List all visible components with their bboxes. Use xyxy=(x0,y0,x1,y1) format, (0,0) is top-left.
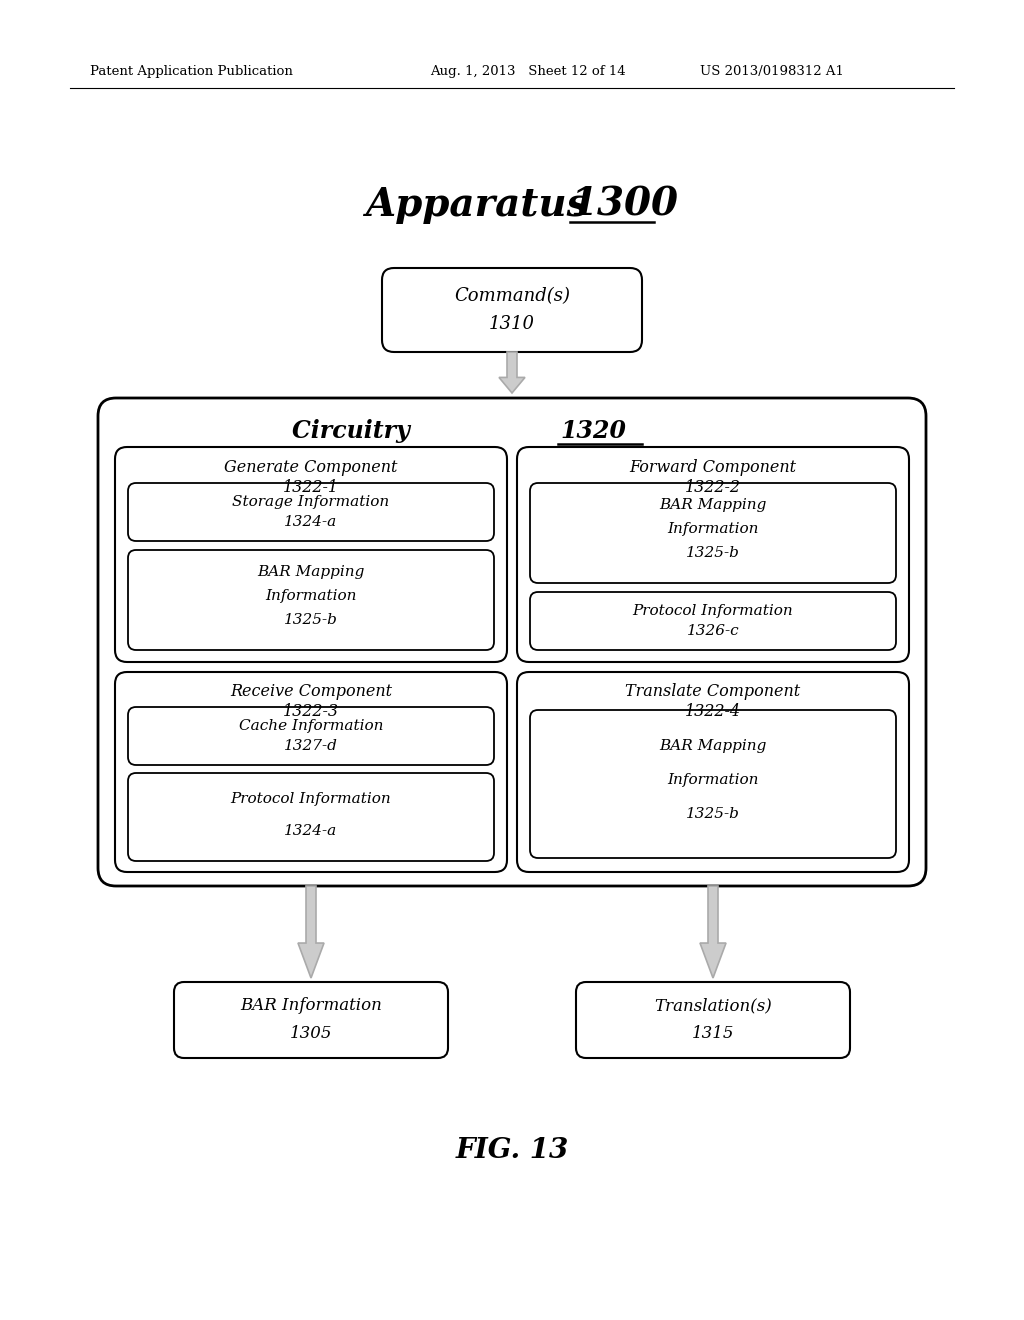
FancyBboxPatch shape xyxy=(128,774,494,861)
Text: Generate Component: Generate Component xyxy=(224,458,397,475)
FancyBboxPatch shape xyxy=(517,672,909,873)
FancyBboxPatch shape xyxy=(115,672,507,873)
Text: Cache Information: Cache Information xyxy=(239,719,383,733)
FancyBboxPatch shape xyxy=(517,447,909,663)
Text: 1325-b: 1325-b xyxy=(686,546,740,560)
Text: 1322-4: 1322-4 xyxy=(685,704,741,721)
Text: Information: Information xyxy=(668,521,759,536)
Text: 1324-a: 1324-a xyxy=(285,515,338,529)
Text: 1300: 1300 xyxy=(570,186,678,224)
Text: Protocol Information: Protocol Information xyxy=(633,605,794,618)
FancyBboxPatch shape xyxy=(530,591,896,649)
Text: Command(s): Command(s) xyxy=(454,286,570,305)
Text: 1326-c: 1326-c xyxy=(687,624,739,638)
Text: 1305: 1305 xyxy=(290,1026,332,1043)
Text: BAR Mapping: BAR Mapping xyxy=(659,739,767,752)
Text: Information: Information xyxy=(668,774,759,787)
Text: Aug. 1, 2013   Sheet 12 of 14: Aug. 1, 2013 Sheet 12 of 14 xyxy=(430,66,626,78)
FancyBboxPatch shape xyxy=(98,399,926,886)
Text: Translation(s): Translation(s) xyxy=(654,998,772,1015)
FancyBboxPatch shape xyxy=(115,447,507,663)
Text: BAR Information: BAR Information xyxy=(240,998,382,1015)
Text: 1322-2: 1322-2 xyxy=(685,479,741,495)
Text: BAR Mapping: BAR Mapping xyxy=(659,498,767,512)
Text: 1320: 1320 xyxy=(560,418,626,444)
Text: 1310: 1310 xyxy=(489,315,535,333)
FancyArrow shape xyxy=(298,886,324,978)
Text: 1315: 1315 xyxy=(692,1026,734,1043)
Text: 1325-b: 1325-b xyxy=(686,807,740,821)
Text: 1322-3: 1322-3 xyxy=(283,704,339,721)
Text: Protocol Information: Protocol Information xyxy=(230,792,391,807)
Text: Patent Application Publication: Patent Application Publication xyxy=(90,66,293,78)
FancyBboxPatch shape xyxy=(174,982,449,1059)
Text: BAR Mapping: BAR Mapping xyxy=(257,565,365,579)
FancyBboxPatch shape xyxy=(530,710,896,858)
Text: 1327-d: 1327-d xyxy=(284,739,338,752)
Text: Apparatus: Apparatus xyxy=(365,186,602,224)
FancyBboxPatch shape xyxy=(128,550,494,649)
FancyBboxPatch shape xyxy=(575,982,850,1059)
FancyBboxPatch shape xyxy=(128,483,494,541)
Text: Circuitry: Circuitry xyxy=(292,418,418,444)
Text: Storage Information: Storage Information xyxy=(232,495,389,510)
FancyBboxPatch shape xyxy=(128,708,494,766)
Text: 1322-1: 1322-1 xyxy=(283,479,339,495)
Text: Forward Component: Forward Component xyxy=(630,458,797,475)
FancyArrow shape xyxy=(700,886,726,978)
Text: Translate Component: Translate Component xyxy=(626,684,801,701)
Text: FIG. 13: FIG. 13 xyxy=(456,1137,568,1163)
Text: 1325-b: 1325-b xyxy=(284,612,338,627)
FancyArrow shape xyxy=(499,352,525,393)
Text: 1324-a: 1324-a xyxy=(285,824,338,838)
FancyBboxPatch shape xyxy=(530,483,896,583)
Text: Receive Component: Receive Component xyxy=(230,684,392,701)
FancyBboxPatch shape xyxy=(382,268,642,352)
Text: Information: Information xyxy=(265,589,356,603)
Text: US 2013/0198312 A1: US 2013/0198312 A1 xyxy=(700,66,844,78)
